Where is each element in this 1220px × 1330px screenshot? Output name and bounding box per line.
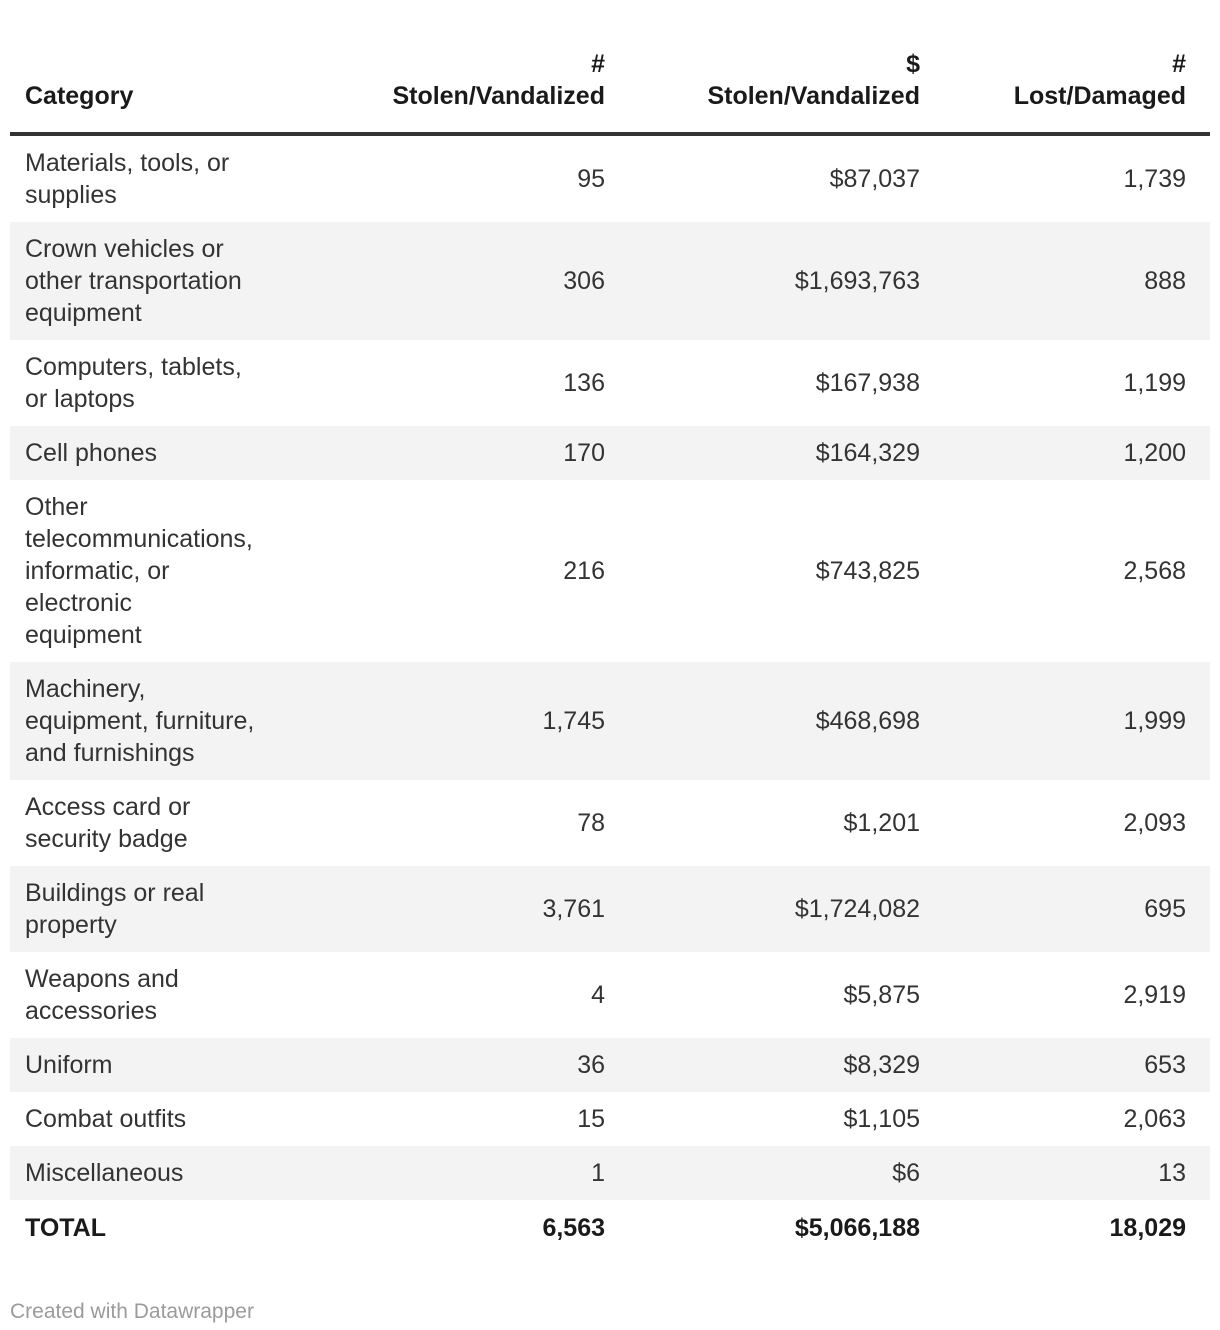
- table-row: Computers, tablets, or laptops 136 $167,…: [10, 340, 1210, 426]
- column-header-category: Category: [10, 0, 330, 136]
- lost-count-cell: 1,199: [1123, 369, 1186, 397]
- stolen-value-cell: $164,329: [815, 439, 920, 467]
- stolen-count-cell: 170: [563, 439, 605, 467]
- lost-count-cell: 18,029: [1109, 1214, 1186, 1242]
- column-header-num-stolen: # Stolen/Vandalized: [330, 0, 605, 136]
- stolen-value-cell: $5,875: [843, 981, 920, 1009]
- category-cell: Weapons and accessories: [25, 965, 179, 1025]
- table-row: Access card or security badge 78 $1,201 …: [10, 780, 1210, 866]
- column-header-num-lost: # Lost/Damaged: [920, 0, 1210, 136]
- category-cell: Cell phones: [25, 439, 158, 467]
- header-line2: Lost/Damaged: [1013, 82, 1186, 110]
- datawrapper-credit-link[interactable]: Created with Datawrapper: [10, 1300, 254, 1323]
- stolen-count-cell: 216: [563, 557, 605, 585]
- table-header: Category # Stolen/Vandalized $ Stolen/Va…: [10, 0, 1210, 136]
- stolen-count-cell: 36: [577, 1051, 605, 1079]
- stolen-value-cell: $1,693,763: [794, 267, 920, 295]
- category-cell: Computers, tablets, or laptops: [25, 353, 242, 413]
- stolen-value-cell: $743,825: [815, 557, 920, 585]
- stolen-value-cell: $1,105: [843, 1105, 920, 1133]
- table-row: Miscellaneous 1 $6 13: [10, 1146, 1210, 1200]
- lost-count-cell: 653: [1144, 1051, 1186, 1079]
- stolen-value-cell: $6: [892, 1159, 920, 1187]
- header-line2: Category: [25, 82, 134, 110]
- table-body: Materials, tools, or supplies 95 $87,037…: [10, 134, 1210, 1256]
- lost-count-cell: 695: [1144, 895, 1186, 923]
- category-cell: Buildings or real property: [25, 879, 205, 939]
- stolen-count-cell: 1,745: [542, 707, 605, 735]
- stolen-value-cell: $468,698: [815, 707, 920, 735]
- category-cell: Crown vehicles or other transportation e…: [25, 235, 242, 327]
- category-cell: Combat outfits: [25, 1105, 187, 1133]
- attribution-footer: Created with Datawrapper: [10, 1298, 1210, 1326]
- lost-count-cell: 2,063: [1123, 1105, 1186, 1133]
- table-row: Weapons and accessories 4 $5,875 2,919: [10, 952, 1210, 1038]
- lost-count-cell: 2,568: [1123, 557, 1186, 585]
- lost-count-cell: 2,093: [1123, 809, 1186, 837]
- lost-count-cell: 1,200: [1123, 439, 1186, 467]
- stolen-count-cell: 136: [563, 369, 605, 397]
- stolen-count-cell: 3,761: [542, 895, 605, 923]
- stolen-count-cell: 6,563: [542, 1214, 605, 1242]
- stolen-value-cell: $5,066,188: [794, 1214, 920, 1242]
- stolen-count-cell: 15: [577, 1105, 605, 1133]
- table-row: Uniform 36 $8,329 653: [10, 1038, 1210, 1092]
- lost-count-cell: 13: [1158, 1159, 1186, 1187]
- table-row: Materials, tools, or supplies 95 $87,037…: [10, 134, 1210, 222]
- stolen-count-cell: 1: [591, 1159, 605, 1187]
- column-header-dollar-stolen: $ Stolen/Vandalized: [605, 0, 920, 136]
- category-cell: Other telecommunications, informatic, or…: [25, 493, 253, 649]
- table-row: Buildings or real property 3,761 $1,724,…: [10, 866, 1210, 952]
- stolen-count-cell: 306: [563, 267, 605, 295]
- lost-count-cell: 888: [1144, 267, 1186, 295]
- table-row: Machinery, equipment, furniture, and fur…: [10, 662, 1210, 780]
- category-cell: Miscellaneous: [25, 1159, 184, 1187]
- header-line2: Stolen/Vandalized: [707, 82, 920, 110]
- stolen-value-cell: $167,938: [815, 369, 920, 397]
- stolen-value-cell: $1,201: [843, 809, 920, 837]
- header-line1: #: [1172, 50, 1186, 78]
- header-line1: $: [906, 50, 920, 78]
- header-row: Category # Stolen/Vandalized $ Stolen/Va…: [10, 0, 1210, 136]
- table-row: Combat outfits 15 $1,105 2,063: [10, 1092, 1210, 1146]
- lost-count-cell: 1,999: [1123, 707, 1186, 735]
- data-table: Category # Stolen/Vandalized $ Stolen/Va…: [10, 0, 1210, 1256]
- total-row: TOTAL 6,563 $5,066,188 18,029: [10, 1200, 1210, 1256]
- stolen-count-cell: 78: [577, 809, 605, 837]
- stolen-value-cell: $8,329: [843, 1051, 920, 1079]
- table-row: Crown vehicles or other transportation e…: [10, 222, 1210, 340]
- stolen-value-cell: $1,724,082: [794, 895, 920, 923]
- header-line2: Stolen/Vandalized: [392, 82, 605, 110]
- table-row: Other telecommunications, informatic, or…: [10, 480, 1210, 662]
- header-line1: #: [591, 50, 605, 78]
- stolen-count-cell: 95: [577, 165, 605, 193]
- category-cell: TOTAL: [25, 1214, 107, 1242]
- lost-count-cell: 2,919: [1123, 981, 1186, 1009]
- category-cell: Materials, tools, or supplies: [25, 149, 230, 209]
- stolen-count-cell: 4: [591, 981, 605, 1009]
- stolen-value-cell: $87,037: [829, 165, 920, 193]
- table-row: Cell phones 170 $164,329 1,200: [10, 426, 1210, 480]
- category-cell: Machinery, equipment, furniture, and fur…: [25, 675, 255, 767]
- lost-count-cell: 1,739: [1123, 165, 1186, 193]
- category-cell: Uniform: [25, 1051, 113, 1079]
- category-cell: Access card or security badge: [25, 793, 191, 853]
